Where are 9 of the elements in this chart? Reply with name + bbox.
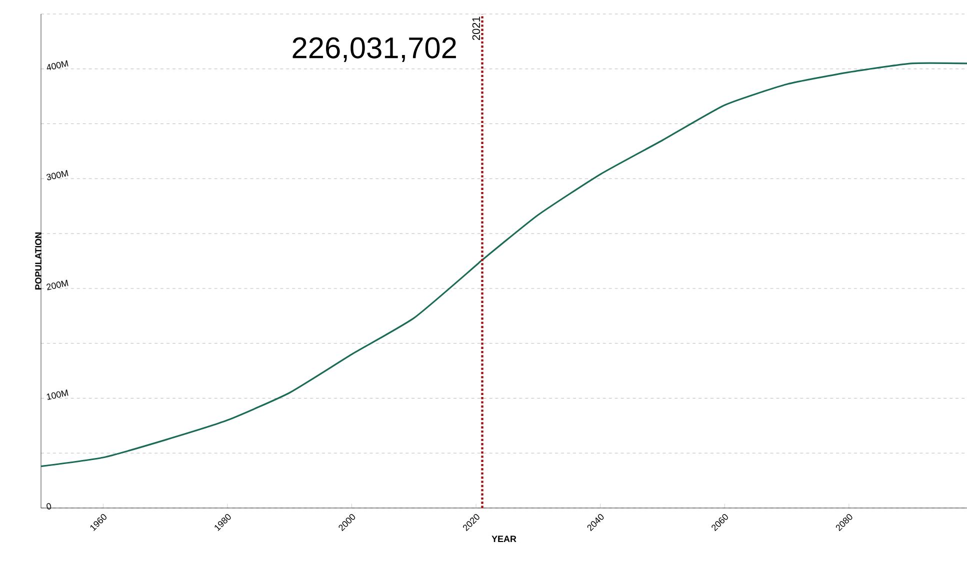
x-axis-title: YEAR: [492, 536, 516, 542]
ref-line-label: 2021: [472, 16, 480, 40]
y-tick-label: 300M: [46, 170, 68, 180]
y-tick-label: 200M: [46, 280, 68, 290]
y-tick-label: 400M: [46, 60, 68, 70]
y-axis-title: POPULATION: [35, 232, 42, 290]
y-tick-label: 0: [46, 503, 52, 510]
annotation: 226,031,702: [292, 37, 456, 62]
y-tick-label: 100M: [46, 390, 68, 400]
